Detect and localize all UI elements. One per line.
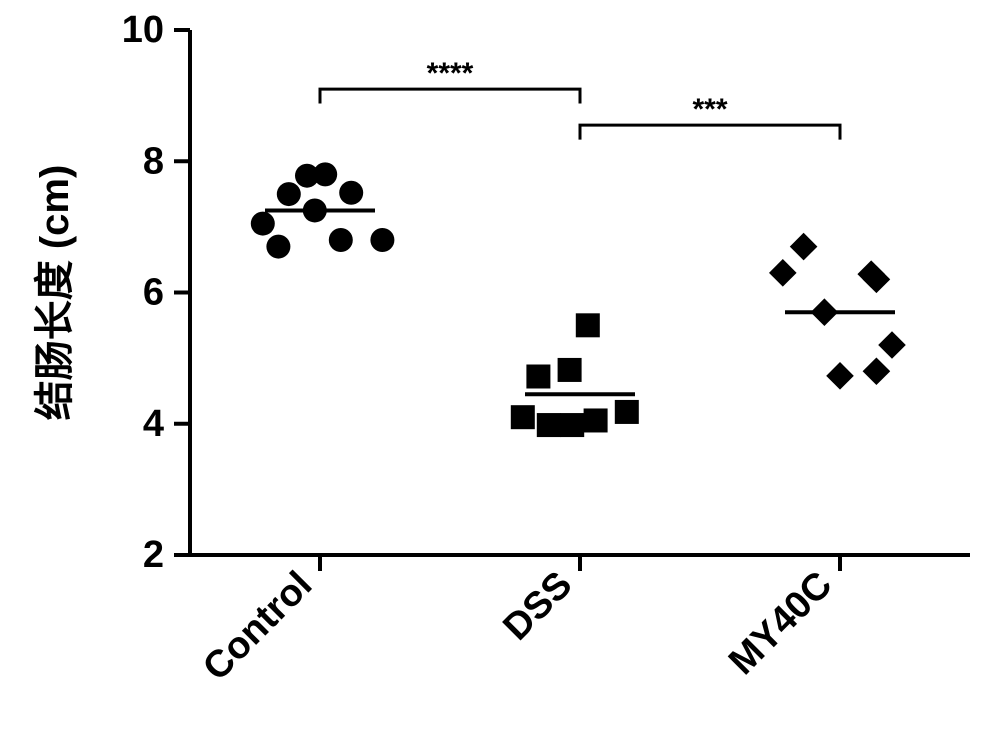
series-DSS [511,313,639,437]
data-point [769,259,797,287]
significance-bracket [320,89,580,103]
data-point [537,413,561,437]
y-tick-label: 4 [143,403,164,445]
data-point [558,358,582,382]
y-axis-title: 结肠长度 (cm) [33,165,77,421]
y-tick-label: 2 [143,534,164,576]
data-point [266,235,290,259]
significance-label: *** [692,93,727,126]
data-point [251,212,275,236]
data-point [511,405,535,429]
series-Control [251,162,395,258]
x-category-label: MY40C [721,564,840,683]
data-point [526,365,550,389]
data-point [878,331,906,359]
y-tick-label: 10 [122,9,164,51]
data-point [790,233,818,261]
data-point [339,181,363,205]
data-point [863,357,891,385]
y-tick-label: 8 [143,140,164,182]
data-point [826,362,854,390]
x-category-label: Control [195,564,320,689]
significance-label: **** [427,57,474,90]
data-point [615,400,639,424]
scatter-chart: 246810结肠长度 (cm)ControlDSSMY40C******* [0,0,995,740]
data-point [370,228,394,252]
data-point [584,408,608,432]
x-category-label: DSS [495,564,580,649]
data-point [277,182,301,206]
data-point [560,413,584,437]
data-point [576,313,600,337]
data-point [313,162,337,186]
significance-bracket [580,125,840,139]
y-tick-label: 6 [143,272,164,314]
data-point [329,228,353,252]
series-MY40C [769,233,906,390]
